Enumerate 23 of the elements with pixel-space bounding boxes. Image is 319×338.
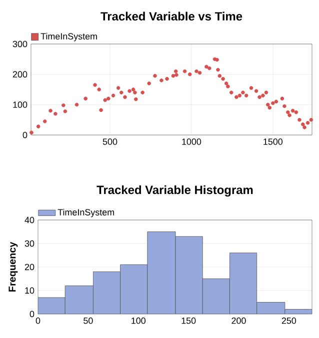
x-tick-label: 150 xyxy=(182,318,196,324)
y-tick-label: 0 xyxy=(22,132,28,138)
chart-title: Tracked Variable Histogram xyxy=(96,185,253,197)
x-tick-label: 100 xyxy=(132,318,146,324)
y-tick-label: 200 xyxy=(12,71,28,78)
x-tick-label: 1000 xyxy=(182,138,202,145)
y-tick-label: 0 xyxy=(30,310,34,318)
legend-label: TimeInSystem xyxy=(40,32,97,42)
x-tick-label: 200 xyxy=(232,318,246,324)
y-tick-label: 30 xyxy=(24,240,34,247)
y-tick-label: 10 xyxy=(25,287,34,294)
x-tick-label: 250 xyxy=(282,318,296,324)
y-tick-label: 300 xyxy=(12,40,28,48)
x-tick-label: 1500 xyxy=(264,138,283,145)
legend-label: TimeInSystem xyxy=(58,208,114,218)
y-axis-title: Frequency xyxy=(8,242,18,292)
x-tick-label: 500 xyxy=(102,138,118,145)
x-tick-label: 50 xyxy=(84,318,93,324)
y-tick-label: 40 xyxy=(24,216,34,224)
y-tick-label: 20 xyxy=(24,264,34,270)
y-tick-label: 100 xyxy=(13,101,28,108)
x-tick-label: 0 xyxy=(36,318,40,324)
chart-title: Tracked Variable vs Time xyxy=(100,12,242,21)
